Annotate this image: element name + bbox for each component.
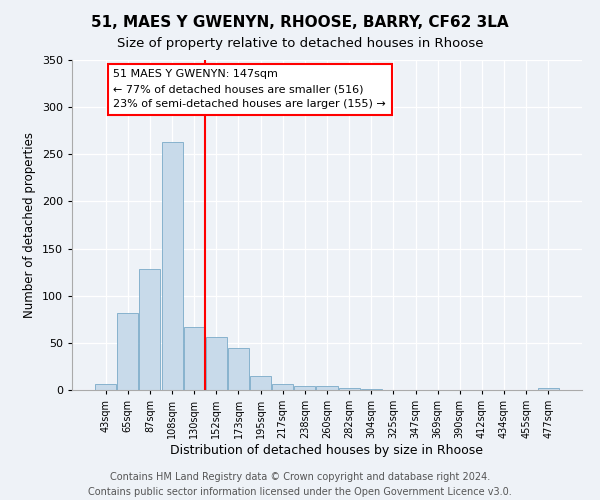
Bar — [206, 337, 227, 390]
Bar — [295, 386, 316, 390]
Bar — [161, 142, 182, 390]
Bar — [316, 386, 338, 390]
Text: 51, MAES Y GWENYN, RHOOSE, BARRY, CF62 3LA: 51, MAES Y GWENYN, RHOOSE, BARRY, CF62 3… — [91, 15, 509, 30]
Bar — [228, 348, 249, 390]
Bar — [95, 384, 116, 390]
Bar — [272, 384, 293, 390]
Bar — [538, 388, 559, 390]
Text: Contains HM Land Registry data © Crown copyright and database right 2024.
Contai: Contains HM Land Registry data © Crown c… — [88, 472, 512, 497]
Bar — [184, 327, 205, 390]
Bar — [361, 389, 382, 390]
Bar — [139, 270, 160, 390]
Bar — [338, 388, 359, 390]
Bar — [250, 376, 271, 390]
X-axis label: Distribution of detached houses by size in Rhoose: Distribution of detached houses by size … — [170, 444, 484, 457]
Text: 51 MAES Y GWENYN: 147sqm
← 77% of detached houses are smaller (516)
23% of semi-: 51 MAES Y GWENYN: 147sqm ← 77% of detach… — [113, 70, 386, 109]
Y-axis label: Number of detached properties: Number of detached properties — [23, 132, 36, 318]
Bar — [118, 312, 139, 390]
Text: Size of property relative to detached houses in Rhoose: Size of property relative to detached ho… — [117, 38, 483, 51]
